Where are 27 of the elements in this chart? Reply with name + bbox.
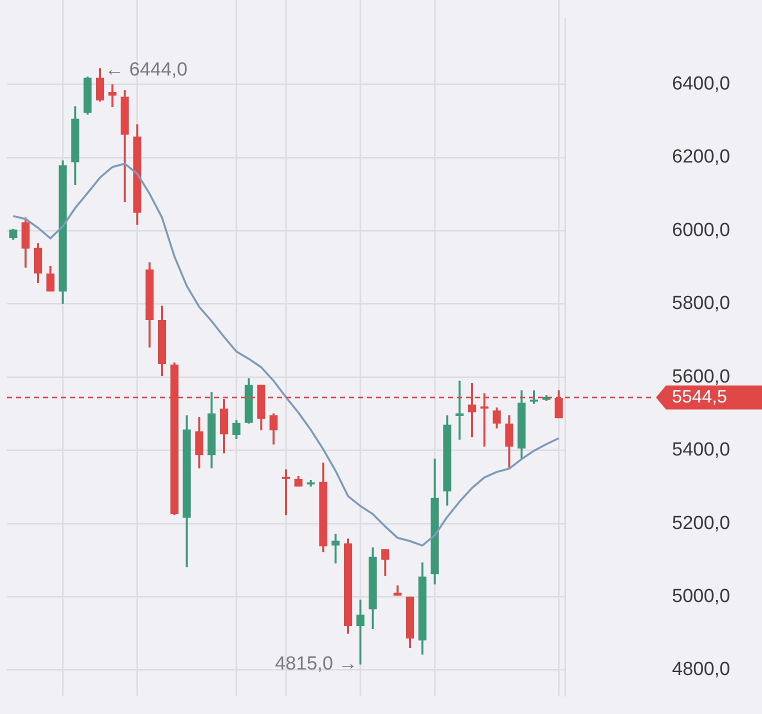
candlestick — [332, 532, 340, 564]
candlestick — [381, 548, 390, 577]
y-tick-label: 4800,0 — [672, 659, 730, 680]
annotation: 4815,0 → — [274, 654, 358, 675]
y-tick-label: 5200,0 — [672, 512, 730, 534]
candlestick — [195, 416, 204, 470]
candlestick — [96, 67, 104, 102]
y-tick-label: 6200,0 — [672, 146, 730, 168]
candlestick — [46, 264, 54, 292]
annotation: ← 6444,0 — [105, 59, 188, 80]
y-tick-label: 5400,0 — [672, 440, 730, 461]
candlestick — [9, 228, 18, 241]
candlestick — [108, 83, 116, 108]
candlestick — [282, 468, 290, 516]
ref-line-label: 5544,5 — [672, 386, 728, 406]
y-tick-label: 5600,0 — [672, 366, 730, 388]
candlestick — [456, 380, 464, 441]
candlestick — [492, 406, 501, 430]
candlestick — [505, 414, 514, 470]
candlestick — [232, 418, 240, 440]
candlestick — [530, 389, 538, 405]
y-tick-label: 5800,0 — [672, 293, 730, 314]
y-tick-label: 5000,0 — [672, 586, 730, 607]
candlestick — [356, 598, 364, 666]
y-tick-label: 6400,0 — [672, 74, 730, 95]
candlestick — [270, 412, 278, 446]
y-tick-label: 6000,0 — [672, 220, 730, 241]
